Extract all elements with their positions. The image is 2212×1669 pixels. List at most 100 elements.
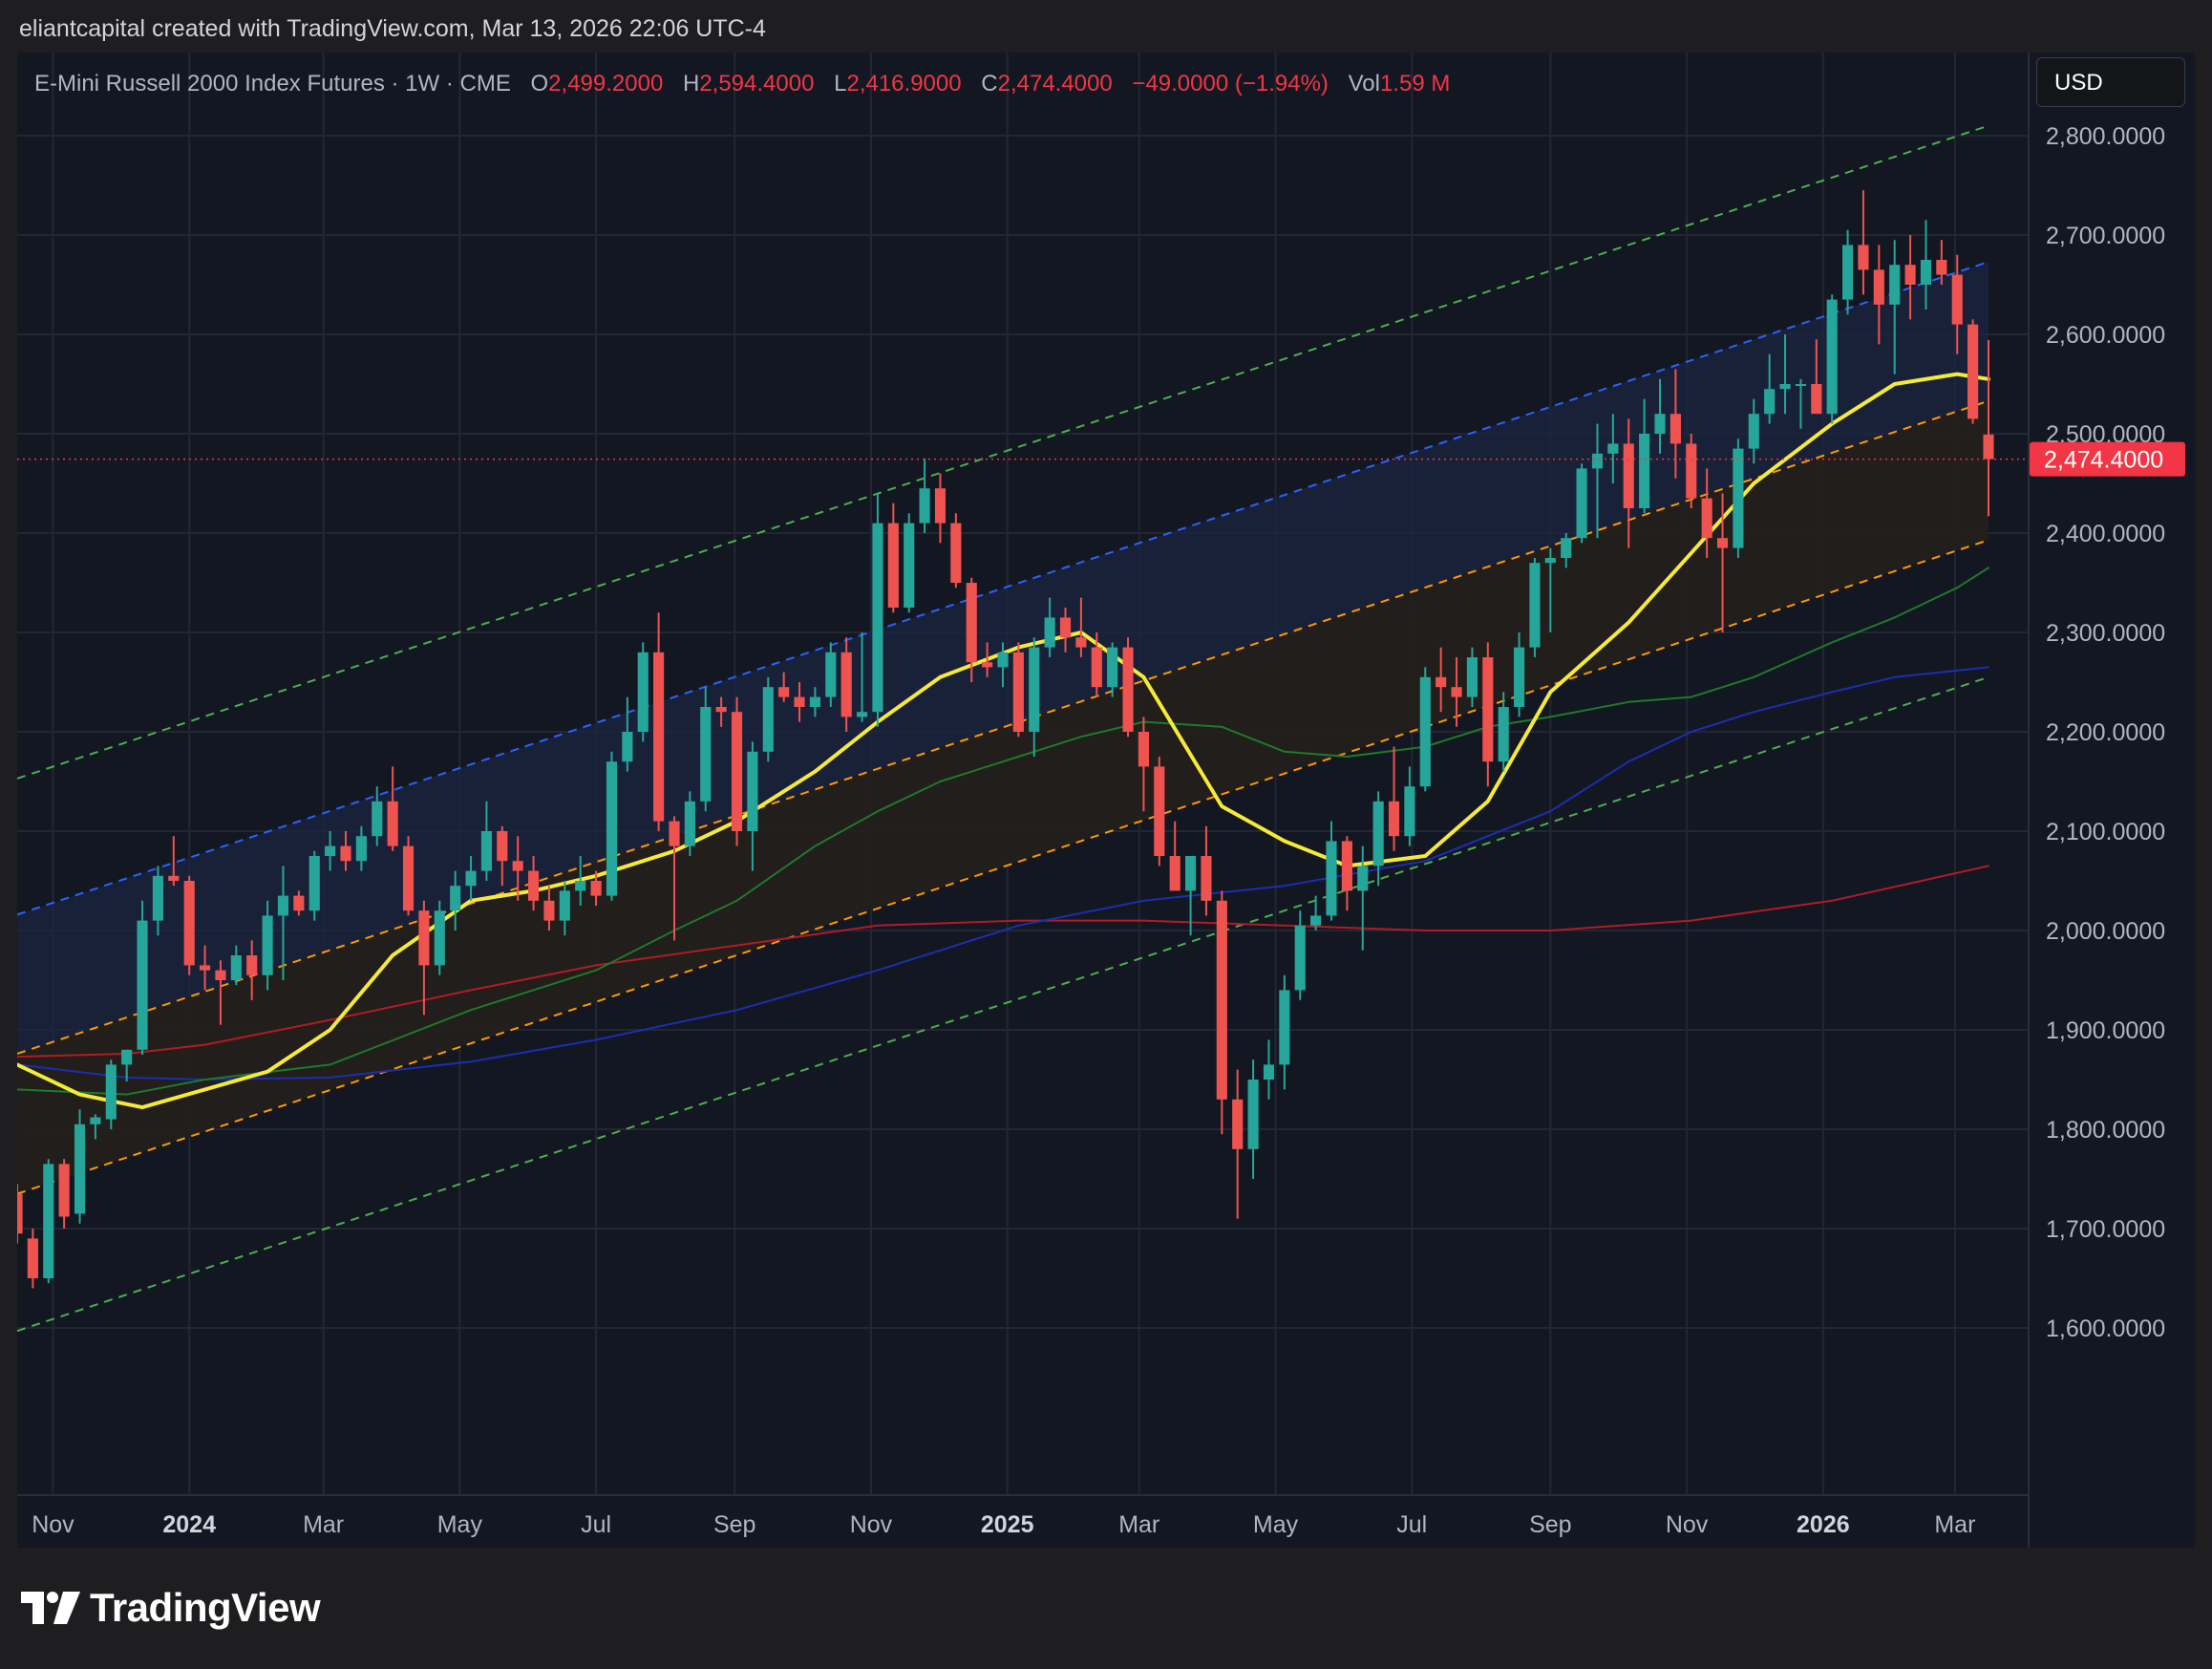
candle[interactable] (1326, 821, 1337, 921)
candle[interactable] (1701, 468, 1712, 558)
candle-body[interactable] (1842, 245, 1854, 300)
candle-body[interactable] (1701, 498, 1712, 539)
candle-body[interactable] (1654, 414, 1666, 434)
candle[interactable] (1686, 434, 1697, 508)
candle-body[interactable] (653, 652, 665, 822)
candle[interactable] (1795, 378, 1806, 429)
candle-body[interactable] (809, 696, 820, 707)
candle-body[interactable] (887, 523, 899, 608)
candle-body[interactable] (1310, 915, 1322, 926)
candle[interactable] (434, 900, 445, 975)
candle[interactable] (262, 900, 273, 991)
candle[interactable] (1670, 369, 1681, 479)
candle[interactable] (1764, 353, 1776, 424)
candle[interactable] (872, 493, 883, 727)
candle[interactable] (1858, 190, 1869, 295)
time-axis[interactable]: Nov 2024 Mar May Jul Sep Nov 2025 Mar May Jul Sep No… (32, 1511, 1975, 1538)
candle-body[interactable] (480, 831, 492, 871)
candle[interactable] (152, 866, 163, 936)
candle-body[interactable] (950, 523, 962, 583)
candle-body[interactable] (1967, 324, 1979, 419)
candle-body[interactable] (1059, 617, 1072, 638)
candle[interactable] (183, 875, 195, 975)
candle[interactable] (1904, 235, 1916, 320)
candle-body[interactable] (1764, 389, 1776, 415)
candle-body[interactable] (590, 881, 602, 896)
candle-body[interactable] (27, 1238, 38, 1278)
candle-body[interactable] (1029, 647, 1040, 732)
candle-body[interactable] (1904, 265, 1916, 285)
candle-body[interactable] (1326, 841, 1337, 916)
price-axis[interactable]: 1,600.0000 1,700.0000 1,800.0000 1,900.0000… (2046, 123, 2165, 1342)
candle-body[interactable] (1169, 856, 1180, 891)
candle-body[interactable] (1498, 707, 1509, 762)
candle-body[interactable] (1920, 260, 1932, 285)
candle-body[interactable] (1529, 563, 1541, 648)
candle[interactable] (1529, 558, 1541, 657)
candle[interactable] (1873, 245, 1884, 345)
candle[interactable] (1654, 378, 1666, 454)
candle-body[interactable] (90, 1117, 101, 1124)
candle-body[interactable] (1263, 1064, 1275, 1080)
candle[interactable] (684, 791, 695, 856)
candle[interactable] (1091, 632, 1102, 697)
candle-body[interactable] (387, 801, 398, 846)
candle[interactable] (418, 900, 430, 1016)
candle-body[interactable] (308, 856, 320, 911)
candle[interactable] (1107, 642, 1118, 697)
candle[interactable] (137, 900, 148, 1055)
candle[interactable] (1826, 294, 1838, 424)
candle-body[interactable] (1811, 384, 1822, 415)
candle-body[interactable] (325, 845, 336, 856)
candle-body[interactable] (340, 845, 351, 862)
candle[interactable] (950, 513, 962, 588)
candle-body[interactable] (1795, 384, 1806, 386)
candle-body[interactable] (966, 583, 977, 663)
candle-body[interactable] (1357, 866, 1369, 891)
candle[interactable] (982, 642, 993, 677)
candle[interactable] (934, 473, 946, 544)
tradingview-brand[interactable]: TradingView (21, 1584, 321, 1632)
candle[interactable] (1059, 608, 1072, 653)
candle-body[interactable] (1279, 990, 1290, 1065)
candle-body[interactable] (543, 900, 555, 921)
candle-body[interactable] (1419, 676, 1431, 787)
candle[interactable] (340, 831, 351, 871)
candle[interactable] (559, 881, 570, 936)
candle-body[interactable] (700, 707, 712, 802)
candle[interactable] (200, 945, 211, 991)
candle-body[interactable] (747, 751, 758, 831)
candle[interactable] (1498, 692, 1509, 772)
candle[interactable] (1639, 398, 1650, 514)
candle-body[interactable] (1436, 676, 1447, 688)
candle-body[interactable] (1591, 453, 1604, 469)
candle-body[interactable] (669, 821, 680, 846)
candle[interactable] (528, 856, 540, 911)
candle-body[interactable] (1185, 856, 1197, 891)
candle[interactable] (1451, 657, 1462, 727)
candle[interactable] (840, 637, 852, 732)
candle[interactable] (1341, 836, 1352, 911)
candle[interactable] (669, 816, 680, 941)
candle[interactable] (590, 870, 602, 906)
candle-body[interactable] (872, 523, 883, 713)
candle[interactable] (1779, 334, 1791, 415)
candle-body[interactable] (121, 1049, 133, 1065)
candle[interactable] (402, 836, 415, 916)
candle[interactable] (1185, 856, 1197, 936)
candle[interactable] (1936, 240, 1947, 285)
candle[interactable] (997, 642, 1009, 688)
candle[interactable] (1154, 757, 1165, 867)
candle[interactable] (1623, 418, 1634, 548)
candle[interactable] (1983, 339, 1994, 517)
candle[interactable] (1232, 1069, 1244, 1219)
candle-body[interactable] (1889, 265, 1901, 305)
candle[interactable] (966, 577, 977, 682)
candle-body[interactable] (1561, 538, 1572, 558)
candle-body[interactable] (1294, 925, 1306, 991)
candle-body[interactable] (1466, 657, 1478, 697)
candle[interactable] (731, 696, 743, 846)
candle-body[interactable] (277, 895, 289, 916)
candle-body[interactable] (152, 875, 163, 921)
